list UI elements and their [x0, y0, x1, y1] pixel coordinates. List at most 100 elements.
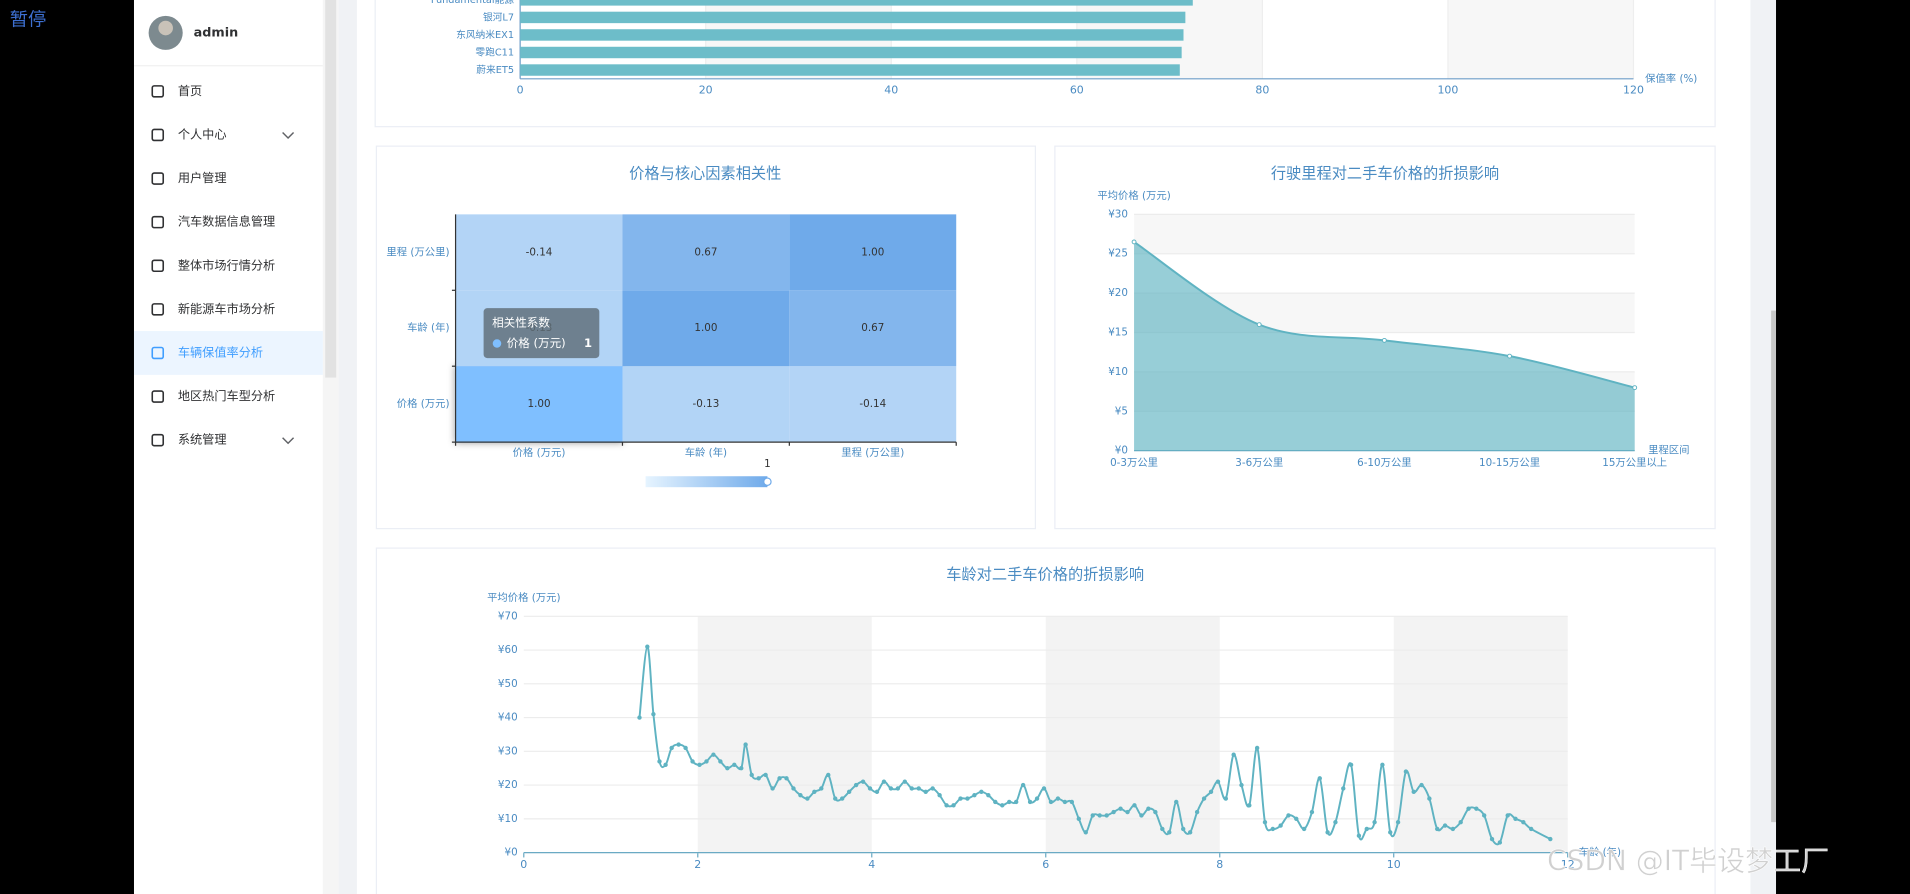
point[interactable]: [1286, 813, 1291, 818]
point[interactable]: [1048, 799, 1054, 805]
heatmap-cell[interactable]: [789, 290, 957, 367]
point[interactable]: [1309, 809, 1315, 815]
point[interactable]: [846, 789, 852, 795]
point[interactable]: [1466, 806, 1471, 811]
point[interactable]: [1069, 799, 1075, 805]
point[interactable]: [853, 782, 859, 788]
point[interactable]: [888, 786, 894, 791]
heatmap-cell[interactable]: [789, 366, 957, 443]
point[interactable]: [833, 796, 838, 801]
heatmap-cell[interactable]: [789, 214, 957, 291]
point[interactable]: [1513, 816, 1518, 822]
point[interactable]: [951, 803, 956, 808]
point[interactable]: [1062, 799, 1068, 805]
point[interactable]: [1333, 820, 1338, 825]
point[interactable]: [1372, 820, 1377, 825]
point[interactable]: [867, 786, 873, 791]
menu-item[interactable]: 车辆保值率分析: [178, 344, 263, 359]
point[interactable]: [881, 779, 887, 784]
point[interactable]: [839, 796, 845, 801]
point[interactable]: [1167, 830, 1172, 835]
menu-item[interactable]: 汽车数据信息管理: [178, 214, 275, 229]
point[interactable]: [1507, 353, 1512, 359]
point[interactable]: [972, 793, 977, 798]
point[interactable]: [1153, 809, 1158, 815]
point[interactable]: [826, 772, 831, 778]
point[interactable]: [676, 742, 681, 747]
point[interactable]: [1076, 816, 1081, 822]
point[interactable]: [1020, 782, 1026, 788]
point[interactable]: [1450, 826, 1456, 832]
point[interactable]: [697, 762, 702, 768]
point[interactable]: [1442, 823, 1448, 828]
point[interactable]: [902, 779, 908, 784]
point[interactable]: [1215, 779, 1221, 784]
point[interactable]: [1208, 789, 1214, 795]
point[interactable]: [711, 752, 716, 757]
point[interactable]: [763, 772, 768, 778]
heatmap-cell[interactable]: [622, 214, 790, 291]
point[interactable]: [657, 759, 662, 764]
point[interactable]: [1132, 803, 1137, 808]
point[interactable]: [1000, 803, 1005, 808]
point[interactable]: [732, 762, 737, 768]
point[interactable]: [645, 644, 650, 649]
point[interactable]: [663, 762, 668, 768]
point[interactable]: [1317, 776, 1322, 781]
point[interactable]: [1395, 820, 1401, 825]
menu-item[interactable]: 首页: [178, 84, 202, 98]
point[interactable]: [791, 786, 796, 791]
point[interactable]: [1348, 762, 1354, 768]
pause-overlay[interactable]: 暂停: [10, 10, 47, 31]
point[interactable]: [1403, 769, 1409, 774]
point[interactable]: [1521, 820, 1526, 825]
point[interactable]: [923, 789, 928, 795]
heatmap-cell[interactable]: [455, 214, 623, 291]
point[interactable]: [930, 786, 935, 791]
point[interactable]: [1174, 799, 1179, 805]
point[interactable]: [1380, 762, 1385, 768]
point[interactable]: [637, 715, 642, 720]
heatmap-cell[interactable]: [622, 366, 790, 443]
point[interactable]: [1034, 796, 1040, 801]
point[interactable]: [805, 796, 810, 801]
point[interactable]: [1489, 836, 1495, 842]
point[interactable]: [756, 776, 761, 781]
point[interactable]: [1632, 385, 1638, 391]
point[interactable]: [1013, 799, 1019, 805]
point[interactable]: [1194, 809, 1200, 815]
point[interactable]: [1262, 820, 1268, 825]
point[interactable]: [965, 796, 970, 801]
point[interactable]: [1278, 823, 1283, 828]
point[interactable]: [1083, 830, 1088, 835]
point[interactable]: [979, 789, 984, 795]
point[interactable]: [1419, 782, 1424, 788]
point[interactable]: [1139, 813, 1144, 818]
point[interactable]: [1482, 813, 1487, 818]
point[interactable]: [1458, 820, 1463, 825]
point[interactable]: [1041, 786, 1047, 791]
point[interactable]: [1505, 813, 1510, 818]
point[interactable]: [1270, 826, 1275, 832]
point[interactable]: [1097, 813, 1102, 818]
point[interactable]: [1160, 826, 1165, 832]
point[interactable]: [1239, 782, 1244, 788]
menu-item[interactable]: 系统管理: [178, 432, 227, 447]
point[interactable]: [718, 759, 723, 764]
point[interactable]: [1497, 840, 1503, 845]
point[interactable]: [1256, 322, 1262, 328]
menu-item[interactable]: 个人中心: [178, 126, 227, 141]
point[interactable]: [1294, 816, 1299, 822]
point[interactable]: [937, 793, 942, 798]
point[interactable]: [1055, 796, 1061, 801]
point[interactable]: [860, 779, 866, 784]
main-scroll-thumb[interactable]: [1771, 310, 1777, 823]
point[interactable]: [1341, 786, 1346, 791]
menu-item[interactable]: 新能源车市场分析: [178, 301, 275, 316]
point[interactable]: [651, 711, 656, 717]
point[interactable]: [1201, 796, 1207, 801]
point[interactable]: [725, 766, 730, 771]
point[interactable]: [1131, 239, 1137, 245]
heatmap-cell[interactable]: [622, 290, 790, 367]
point[interactable]: [1223, 796, 1229, 801]
